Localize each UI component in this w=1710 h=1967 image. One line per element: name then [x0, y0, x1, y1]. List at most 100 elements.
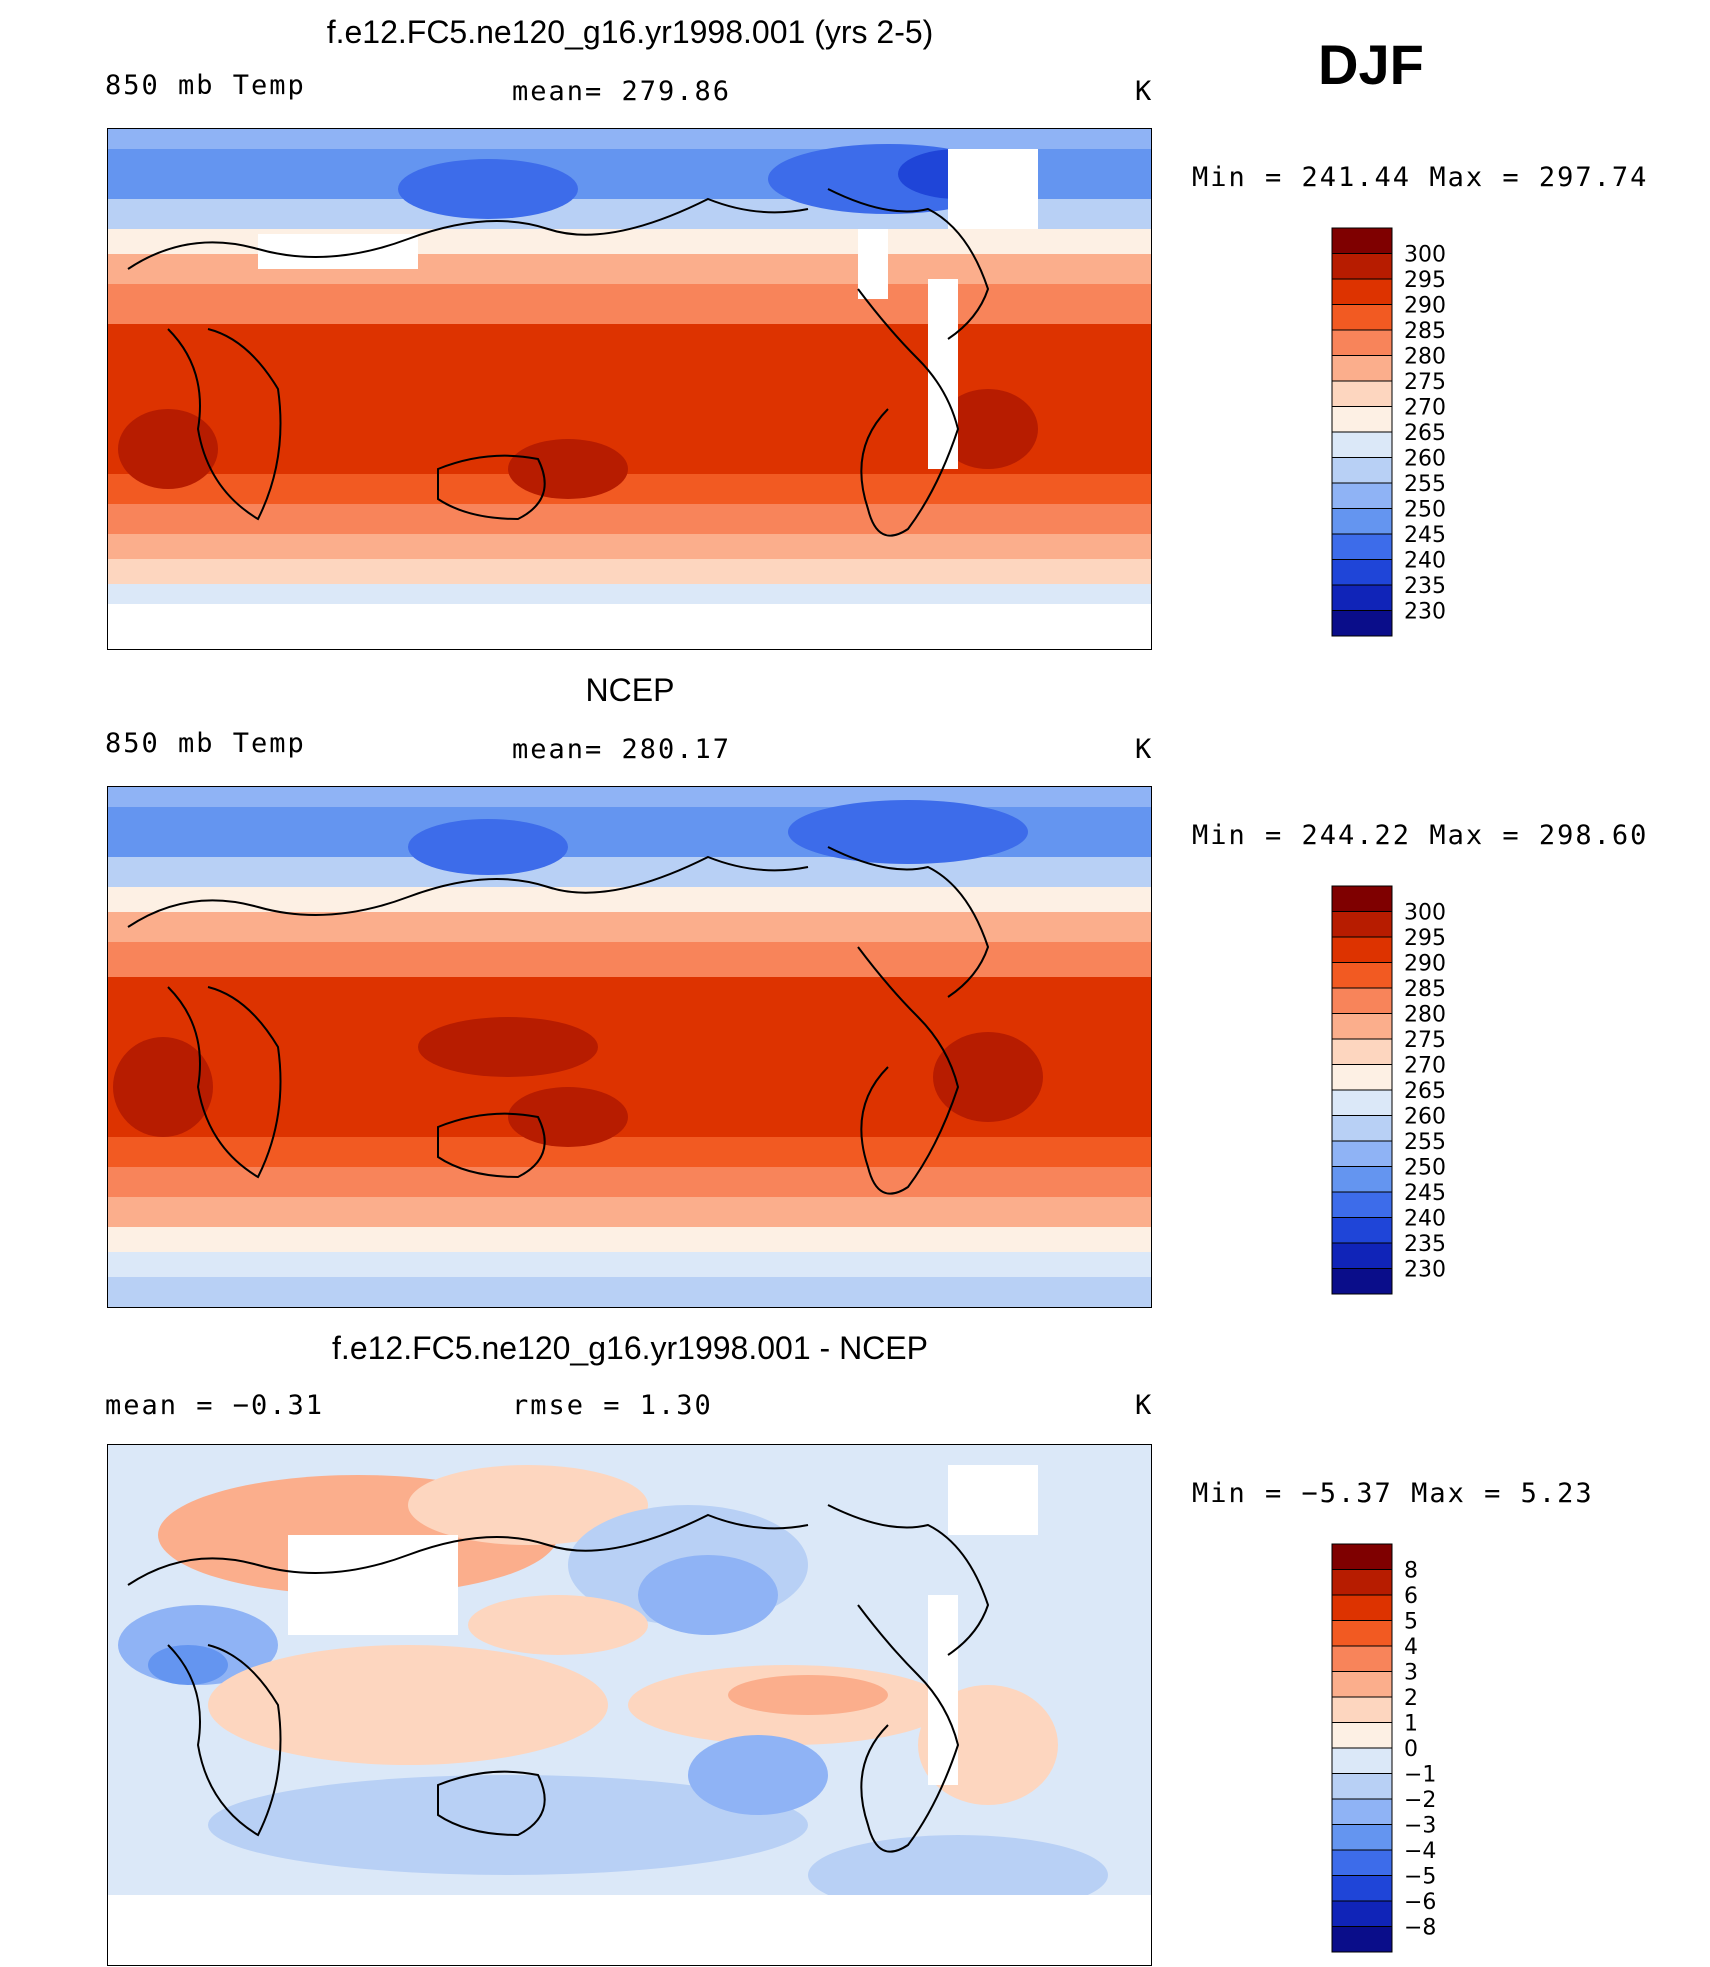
colorbar-label: 265 [1404, 1079, 1446, 1104]
colorbar-swatch [1331, 559, 1393, 586]
colorbar-label: 245 [1404, 523, 1446, 548]
colorbar-swatch [1331, 1115, 1393, 1142]
colorbar-swatch [1331, 584, 1393, 611]
colorbar-label: 8 [1404, 1559, 1418, 1584]
colorbar-swatch [1331, 406, 1393, 433]
colorbar-label: 280 [1404, 345, 1446, 370]
panel-2-colorbar-svg: 3002952902852802752702652602552502452402… [1331, 885, 1446, 1295]
colorbar-swatch [1331, 1594, 1393, 1621]
colorbar-label: 230 [1404, 1258, 1446, 1283]
colorbar-label: −8 [1404, 1916, 1436, 1941]
colorbar-swatch [1331, 355, 1393, 382]
panel-2-coastlines [127, 846, 990, 1195]
colorbar-label: 280 [1404, 1003, 1446, 1028]
colorbar-label: 275 [1404, 370, 1446, 395]
colorbar-label: 240 [1404, 1207, 1446, 1232]
colorbar-label: −5 [1404, 1865, 1436, 1890]
panel-2-title: NCEP [585, 672, 675, 708]
colorbar-swatch [1331, 533, 1393, 560]
colorbar-label: −3 [1404, 1814, 1436, 1839]
colorbar-label: −6 [1404, 1890, 1436, 1915]
colorbar-label: 0 [1404, 1737, 1418, 1762]
colorbar-swatch [1331, 1798, 1393, 1825]
colorbar-swatch [1331, 911, 1393, 938]
colorbar-swatch [1331, 329, 1393, 356]
colorbar-label: 250 [1404, 498, 1446, 523]
panel-1-map [107, 128, 1152, 650]
colorbar-swatch [1331, 610, 1393, 637]
colorbar-swatch [1331, 1620, 1393, 1647]
panel-1-temperature-field [108, 129, 1151, 649]
colorbar-label: −2 [1404, 1788, 1436, 1813]
colorbar-label: 255 [1404, 472, 1446, 497]
colorbar-swatch [1331, 1849, 1393, 1876]
colorbar-swatch [1331, 1191, 1393, 1218]
colorbar-label: 250 [1404, 1156, 1446, 1181]
colorbar-label: 3 [1404, 1661, 1418, 1686]
colorbar-swatch [1331, 936, 1393, 963]
panel-2-map [107, 786, 1152, 1308]
panel-3-mean-label: mean = −0.31 [105, 1390, 325, 1421]
colorbar-label: −4 [1404, 1839, 1436, 1864]
colorbar-label: 6 [1404, 1584, 1418, 1609]
panel-3-units: K [1135, 1390, 1154, 1421]
colorbar-swatch [1331, 1696, 1393, 1723]
panel-1-minmax: Min = 241.44 Max = 297.74 [1192, 162, 1649, 193]
colorbar-label: 245 [1404, 1181, 1446, 1206]
colorbar-label: 4 [1404, 1635, 1418, 1660]
colorbar-label: 290 [1404, 294, 1446, 319]
panel-1-title: f.e12.FC5.ne120_g16.yr1998.001 (yrs 2-5) [326, 14, 934, 50]
colorbar-label: 255 [1404, 1130, 1446, 1155]
panel-1-colorbar: 300 295 290 285 280 275 270 265 260 255 250 245 240 2… [1330, 226, 1530, 651]
colorbar-swatch [1331, 508, 1393, 535]
colorbar-swatch [1331, 1722, 1393, 1749]
panel-1-coastlines [127, 188, 990, 537]
colorbar-swatch [1331, 962, 1393, 989]
colorbar-swatch [1331, 1645, 1393, 1672]
colorbar-swatch [1331, 1569, 1393, 1596]
colorbar-swatch [1331, 1140, 1393, 1167]
colorbar-label: 290 [1404, 952, 1446, 977]
panel-1-units: K [1135, 76, 1154, 107]
panel-3-difference-field [108, 1445, 1151, 1965]
colorbar-swatch [1331, 482, 1393, 509]
colorbar-swatch [1331, 304, 1393, 331]
colorbar-swatch [1331, 1166, 1393, 1193]
colorbar-label: 260 [1404, 1105, 1446, 1130]
panel-2-temperature-field [108, 787, 1151, 1307]
colorbar-swatch [1331, 1671, 1393, 1698]
colorbar-label: 300 [1404, 243, 1446, 268]
colorbar-swatch [1331, 1900, 1393, 1927]
panel-2-units: K [1135, 734, 1154, 765]
colorbar-swatch [1331, 1926, 1393, 1953]
panel-3-map [107, 1444, 1152, 1966]
colorbar-label: 240 [1404, 549, 1446, 574]
colorbar-swatch [1331, 1268, 1393, 1295]
colorbar-swatch [1331, 431, 1393, 458]
panel-1-left-label: 850 mb Temp [105, 70, 306, 101]
colorbar-label: 260 [1404, 447, 1446, 472]
colorbar-swatch [1331, 227, 1393, 254]
colorbar-swatch [1331, 987, 1393, 1014]
colorbar-swatch [1331, 1543, 1393, 1570]
colorbar-label: 295 [1404, 268, 1446, 293]
colorbar-swatch [1331, 1013, 1393, 1040]
colorbar-label: 265 [1404, 421, 1446, 446]
colorbar-swatch [1331, 1089, 1393, 1116]
colorbar-label: 2 [1404, 1686, 1418, 1711]
colorbar-swatch [1331, 885, 1393, 912]
colorbar-label: 270 [1404, 396, 1446, 421]
colorbar-label: 270 [1404, 1054, 1446, 1079]
panel-3-minmax: Min = −5.37 Max = 5.23 [1192, 1478, 1594, 1509]
colorbar-swatch [1331, 278, 1393, 305]
colorbar-label: 1 [1404, 1712, 1418, 1737]
colorbar-label: 285 [1404, 977, 1446, 1002]
colorbar-swatch [1331, 380, 1393, 407]
panel-1-mean-label: mean= 279.86 [512, 76, 732, 107]
panel-3-coastlines [127, 1504, 990, 1853]
colorbar-swatch [1331, 253, 1393, 280]
colorbar-swatch [1331, 1217, 1393, 1244]
colorbar-swatch [1331, 1242, 1393, 1269]
panel-3-rmse-label: rmse = 1.30 [512, 1390, 713, 1421]
